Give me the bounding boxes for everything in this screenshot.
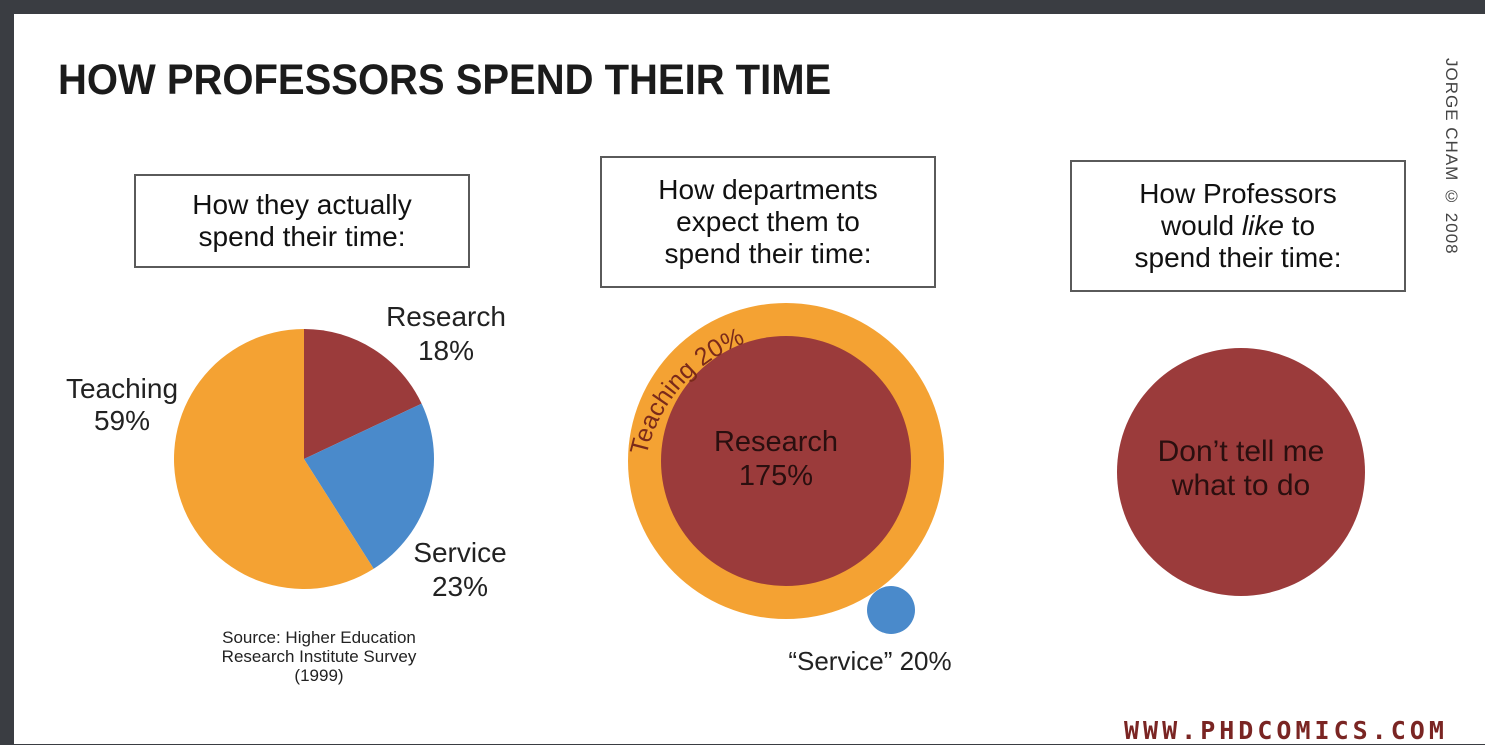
panel-2-caption-box: How departments expect them to spend the… — [600, 156, 936, 288]
pie-slice-research — [304, 329, 422, 459]
panel-2-caption-line: expect them to — [676, 206, 860, 237]
chart-preferred: Don’t tell me what to do — [1117, 348, 1365, 596]
panel-3-caption-line: spend their time: — [1134, 242, 1342, 273]
page-title: HOW PROFESSORS SPEND THEIR TIME — [58, 56, 832, 104]
label-research: Research — [386, 301, 506, 332]
source-line: Source: Higher Education — [222, 628, 416, 647]
panel-1-caption-box: How they actually spend their time: — [134, 174, 470, 268]
caption-emphasis: like — [1241, 210, 1284, 241]
label-line: what to do — [1171, 469, 1310, 502]
label-dont-tell-me: Don’t tell me what to do — [1158, 435, 1325, 502]
pie-slice-service — [304, 403, 434, 569]
copyright-credit: JORGE CHAM © 2008 — [1442, 58, 1461, 255]
caption-word: to — [1283, 210, 1316, 241]
disc-dont-tell-me — [1117, 348, 1365, 596]
chart-expected: Teaching 20% Research 175% “Service” 20% — [625, 303, 952, 676]
caption-word: would — [1160, 210, 1242, 241]
label-line: Don’t tell me — [1158, 435, 1325, 468]
source-line: Research Institute Survey — [221, 647, 417, 666]
label-service: Service — [413, 537, 506, 568]
label-teaching: Teaching — [66, 373, 178, 404]
source-note: Source: Higher Education Research Instit… — [164, 628, 474, 685]
panel-1-caption-line: spend their time: — [198, 221, 406, 252]
label-research: Research — [714, 426, 838, 458]
source-line: (1999) — [294, 666, 344, 685]
label-research-value: 175% — [739, 460, 813, 492]
pie-slice-teaching — [174, 329, 374, 589]
panel-2-caption-line: How departments — [658, 174, 878, 205]
panel-3-caption-box: How Professors would like to spend their… — [1070, 160, 1406, 292]
dot-service — [867, 586, 915, 634]
panel-3-caption-line: How Professors — [1139, 178, 1337, 209]
panel-2-caption-line: spend their time: — [664, 238, 872, 269]
chart-actual: Research 18% Service 23% Teaching 59% — [66, 301, 507, 602]
label-research-value: 18% — [418, 335, 474, 366]
label-teaching-value: 59% — [94, 405, 150, 436]
comic-panel: HOW PROFESSORS SPEND THEIR TIME How they… — [14, 14, 1485, 745]
label-service-value: 23% — [432, 571, 488, 602]
site-url: WWW.PHDCOMICS.COM — [1124, 716, 1448, 745]
disc-research — [661, 336, 911, 586]
panel-1-caption-line: How they actually — [192, 189, 412, 220]
charts-canvas: Research 18% Service 23% Teaching 59% Te… — [66, 301, 1365, 676]
panel-3-caption-line: would like to — [1135, 210, 1342, 242]
label-service: “Service” 20% — [788, 646, 951, 676]
